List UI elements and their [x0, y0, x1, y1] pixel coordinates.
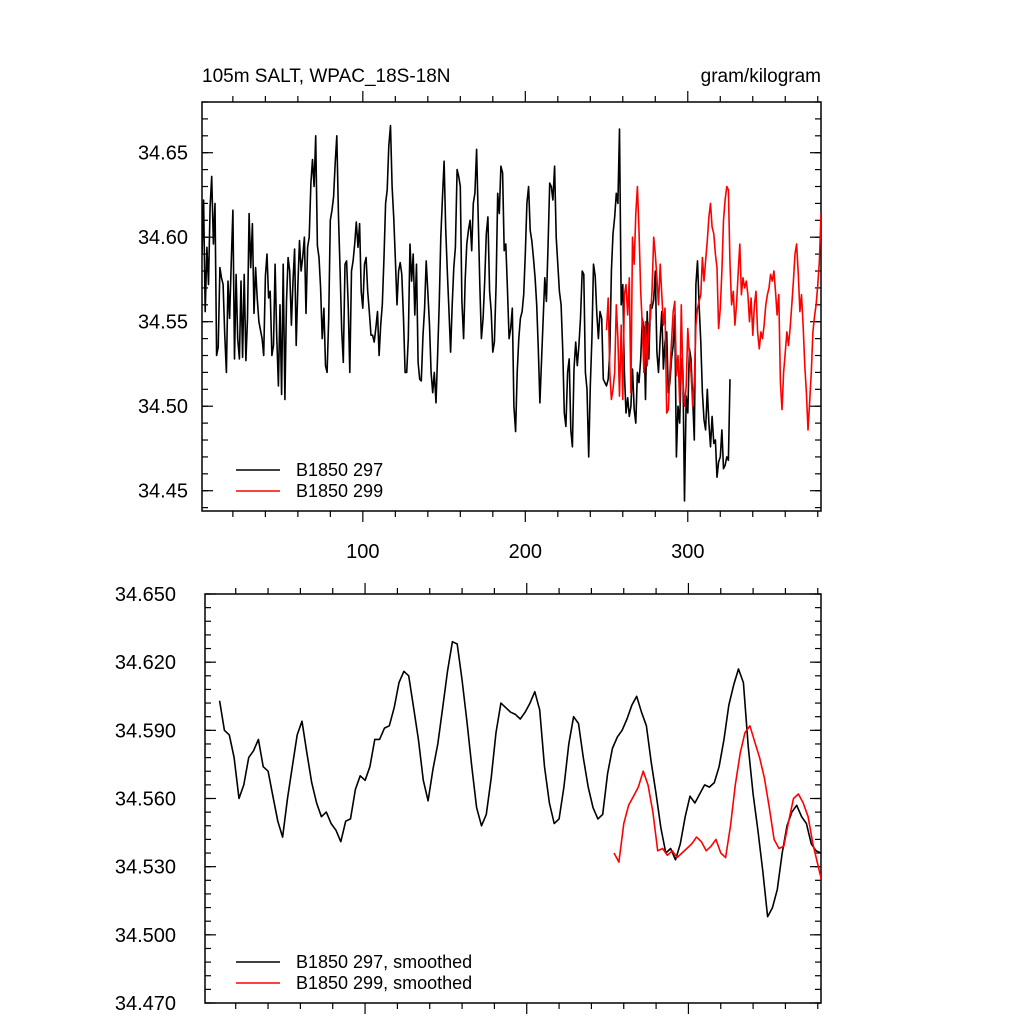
y-tick-label: 34.470: [115, 993, 176, 1015]
top-title: 105m SALT, WPAC_18S-18N: [202, 66, 451, 87]
x-tick-label: 100: [346, 541, 379, 563]
series-line-b1850-297-smoothed: [218, 640, 821, 918]
y-tick-label: 34.590: [115, 720, 176, 742]
bottom-plot-frame: [204, 593, 822, 1004]
y-tick-label: 34.650: [115, 584, 176, 606]
y-tick-label: 34.45: [138, 481, 188, 503]
bottom-panel: 34.470 34.500 34.530 34.560 34.590 34.62…: [115, 583, 822, 1015]
series-line-b1850-299: [605, 185, 821, 431]
legend-label-b1850-299-smoothed: B1850 299, smoothed: [296, 973, 472, 993]
top-tick-labels: 34.45 34.50 34.55 34.60 34.65 100 200 30…: [138, 143, 705, 563]
top-legend: B1850 297 B1850 299: [236, 460, 383, 501]
y-tick-label: 34.500: [115, 925, 176, 947]
top-plot-frame: [201, 101, 822, 512]
x-tick-label: 300: [671, 541, 704, 563]
bottom-tick-labels: 34.470 34.500 34.530 34.560 34.590 34.62…: [115, 584, 176, 1015]
legend-label-b1850-297-smoothed: B1850 297, smoothed: [296, 952, 472, 972]
bottom-legend: B1850 297, smoothed B1850 299, smoothed: [236, 952, 472, 993]
bottom-tick-marks: [205, 583, 821, 1014]
legend-label-b1850-297: B1850 297: [296, 460, 383, 480]
y-tick-label: 34.60: [138, 227, 188, 249]
x-tick-label: 200: [509, 541, 542, 563]
units-label: gram/kilogram: [701, 66, 821, 87]
y-tick-label: 34.65: [138, 143, 188, 165]
top-panel: 105m SALT, WPAC_18S-18N gram/kilogram 34…: [138, 66, 822, 563]
y-tick-label: 34.55: [138, 312, 188, 334]
legend-label-b1850-299: B1850 299: [296, 481, 383, 501]
series-line-b1850-299-smoothed: [613, 724, 821, 882]
y-tick-label: 34.620: [115, 652, 176, 674]
y-tick-label: 34.50: [138, 396, 188, 418]
y-tick-label: 34.530: [115, 857, 176, 879]
y-tick-label: 34.560: [115, 789, 176, 811]
